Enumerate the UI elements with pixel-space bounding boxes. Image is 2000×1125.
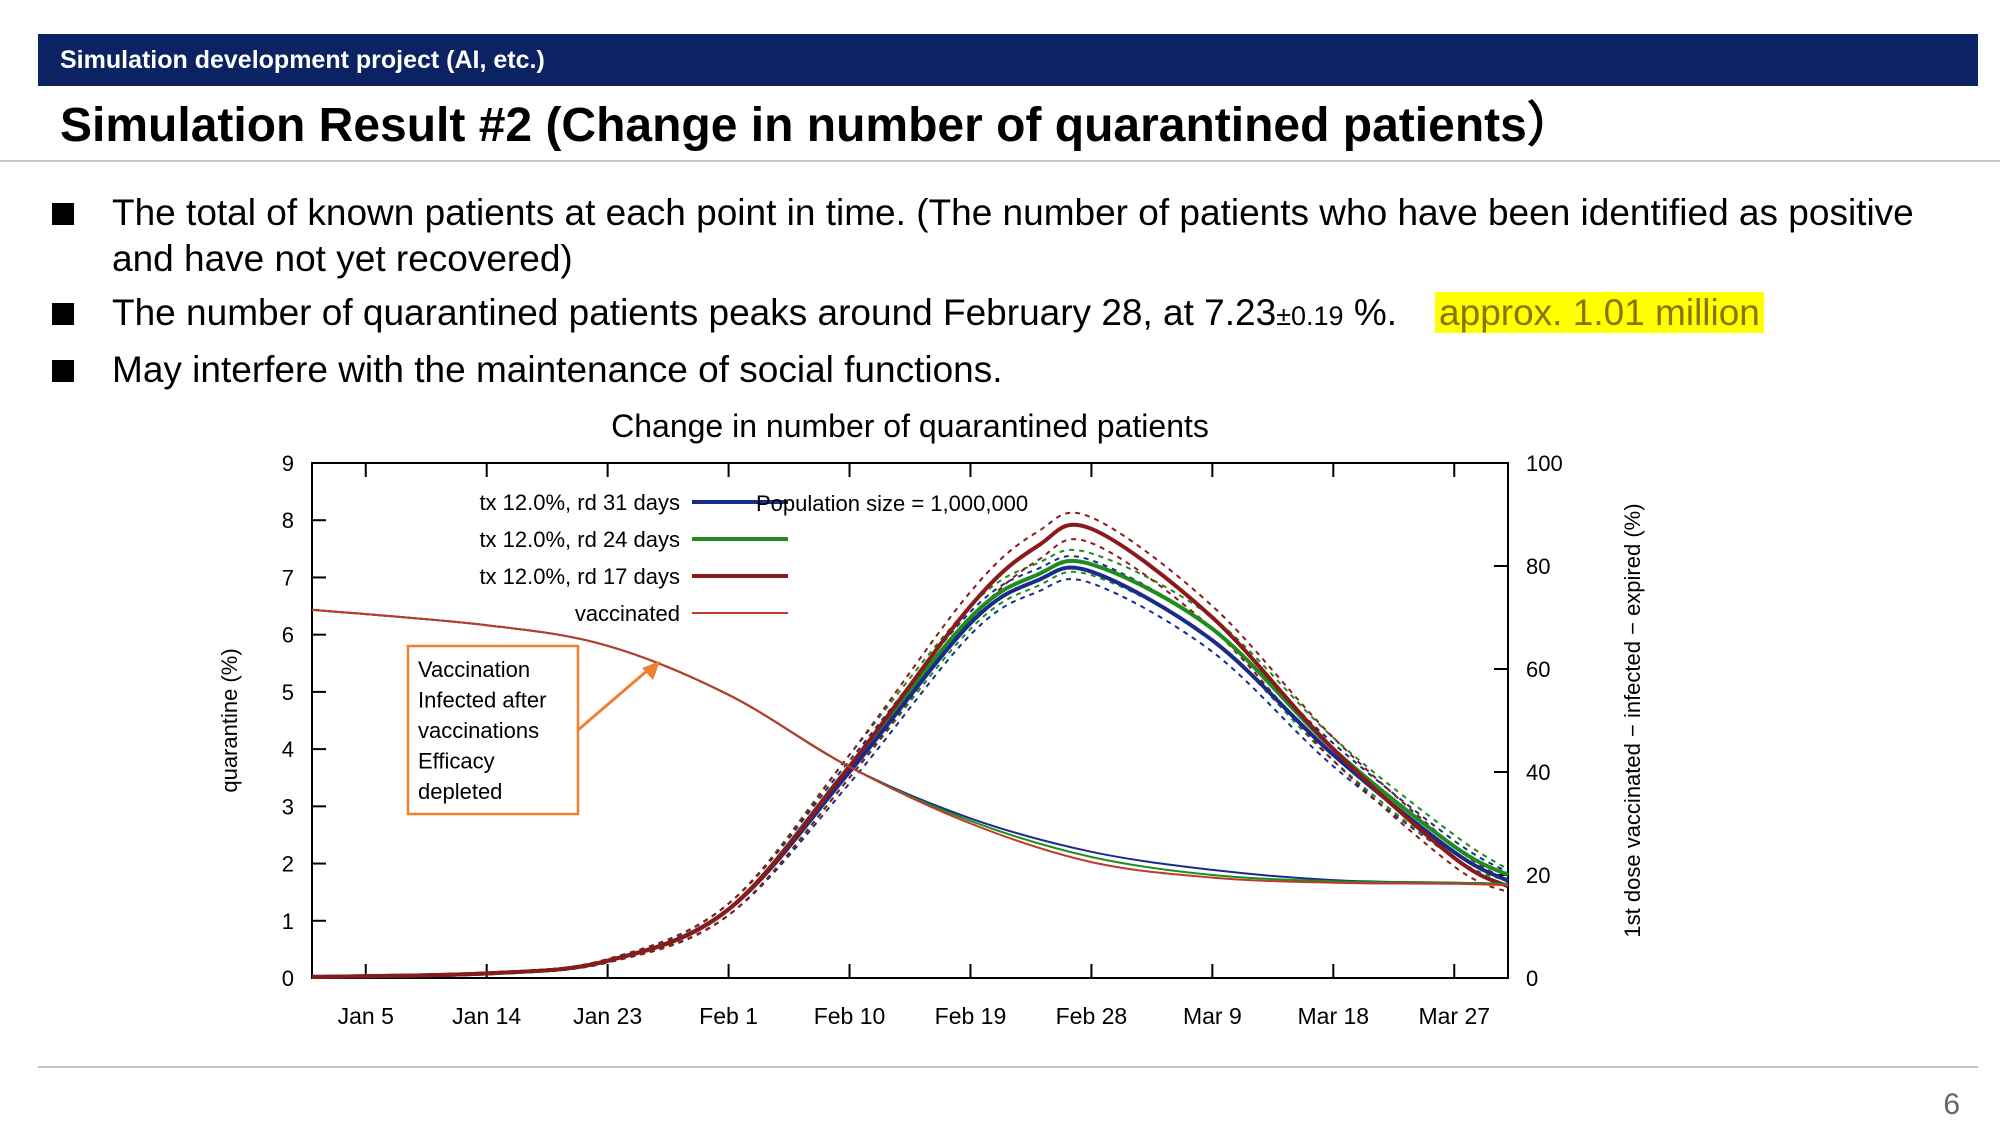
square-bullet-icon bbox=[52, 303, 74, 325]
y-axis-label: quarantine (%) bbox=[217, 648, 242, 792]
x-tick-label: Feb 28 bbox=[1056, 1003, 1128, 1029]
x-tick-label: Feb 10 bbox=[814, 1003, 886, 1029]
x-tick-label: Mar 27 bbox=[1418, 1003, 1490, 1029]
legend-label: tx 12.0%, rd 24 days bbox=[479, 527, 680, 552]
y-tick-label: 7 bbox=[282, 565, 294, 590]
bullet-text: May interfere with the maintenance of so… bbox=[112, 349, 1003, 390]
quarantine-chart: Change in number of quarantined patients… bbox=[217, 408, 1645, 1029]
y2-axis-label: 1st dose vaccinated − infected − expired… bbox=[1620, 503, 1645, 937]
square-bullet-icon bbox=[52, 360, 74, 382]
square-bullet-icon bbox=[52, 203, 74, 225]
uncertainty-value: ±0.19 bbox=[1276, 301, 1344, 331]
y-tick-label: 5 bbox=[282, 680, 294, 705]
callout-box bbox=[406, 644, 580, 816]
series-line bbox=[311, 522, 1509, 979]
y2-tick-label: 100 bbox=[1526, 451, 1563, 476]
highlighted-estimate: approx. 1.01 million bbox=[1435, 292, 1764, 333]
chart-container: Change in number of quarantined patients… bbox=[0, 400, 2000, 1060]
callout-text: Vaccination bbox=[418, 657, 530, 682]
y2-tick-label: 40 bbox=[1526, 760, 1550, 785]
callout-arrow-line bbox=[577, 668, 649, 732]
legend-label: tx 12.0%, rd 31 days bbox=[479, 490, 680, 515]
callout-text: Infected after bbox=[418, 688, 546, 713]
bullet-item: The total of known patients at each poin… bbox=[50, 190, 1950, 282]
callout-text: vaccinations bbox=[418, 718, 539, 743]
bullet-text: The number of quarantined patients peaks… bbox=[112, 292, 1277, 333]
plot-frame bbox=[311, 462, 1509, 979]
y-tick-label: 4 bbox=[282, 737, 294, 762]
bullet-text: The total of known patients at each poin… bbox=[112, 192, 1914, 279]
x-tick-label: Jan 5 bbox=[338, 1003, 394, 1029]
bullet-text-suffix: %. bbox=[1343, 292, 1398, 333]
legend-label: vaccinated bbox=[575, 601, 680, 626]
callout-text: depleted bbox=[418, 779, 502, 804]
legend-label: tx 12.0%, rd 17 days bbox=[479, 564, 680, 589]
header-bar: Simulation development project (AI, etc.… bbox=[38, 34, 1978, 86]
y2-tick-label: 0 bbox=[1526, 966, 1538, 991]
project-label: Simulation development project (AI, etc.… bbox=[60, 46, 545, 74]
x-tick-label: Jan 14 bbox=[452, 1003, 521, 1029]
x-tick-label: Jan 23 bbox=[573, 1003, 642, 1029]
y-tick-label: 3 bbox=[282, 794, 294, 819]
callout-arrow-head bbox=[642, 661, 660, 680]
slide-title: Simulation Result #2 (Change in number o… bbox=[60, 99, 1575, 152]
y-tick-label: 8 bbox=[282, 508, 294, 533]
y2-tick-label: 20 bbox=[1526, 863, 1550, 888]
chart-title: Change in number of quarantined patients bbox=[611, 408, 1209, 444]
x-tick-label: Feb 1 bbox=[699, 1003, 758, 1029]
y-tick-label: 0 bbox=[282, 966, 294, 991]
callout-text: Efficacy bbox=[418, 749, 495, 774]
x-tick-label: Mar 18 bbox=[1298, 1003, 1370, 1029]
y-tick-label: 9 bbox=[282, 451, 294, 476]
y-tick-label: 2 bbox=[282, 852, 294, 877]
bullet-list: The total of known patients at each poin… bbox=[50, 190, 1950, 401]
title-divider bbox=[0, 160, 2000, 162]
vaccinated-line bbox=[311, 608, 1509, 887]
y2-tick-label: 80 bbox=[1526, 554, 1550, 579]
y2-tick-label: 60 bbox=[1526, 657, 1550, 682]
y-tick-label: 1 bbox=[282, 909, 294, 934]
bullet-item: The number of quarantined patients peaks… bbox=[50, 290, 1950, 339]
population-annotation: Population size = 1,000,000 bbox=[756, 491, 1028, 516]
x-tick-label: Feb 19 bbox=[935, 1003, 1007, 1029]
page-number: 6 bbox=[1943, 1088, 1960, 1121]
x-tick-label: Mar 9 bbox=[1183, 1003, 1242, 1029]
footer-divider bbox=[38, 1066, 1978, 1068]
bullet-item: May interfere with the maintenance of so… bbox=[50, 347, 1950, 393]
series-band-line bbox=[311, 511, 1509, 978]
y-tick-label: 6 bbox=[282, 623, 294, 648]
